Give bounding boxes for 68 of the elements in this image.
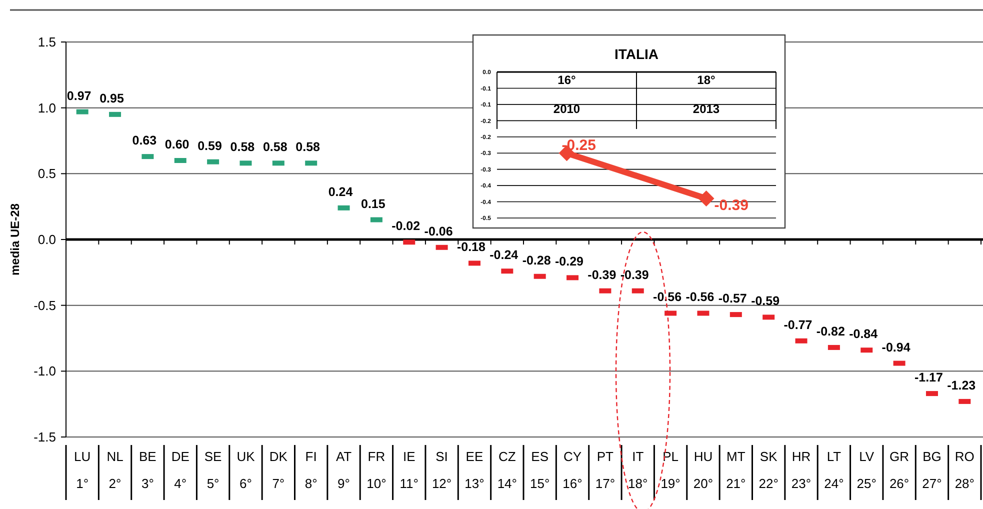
y-tick-label: 0.5 (38, 166, 56, 182)
x-tick-label: ES 15° (530, 449, 550, 491)
data-label: -0.56 (686, 290, 714, 304)
data-label: -0.39 (620, 268, 649, 282)
x-tick-label: HR 23° (791, 449, 812, 491)
data-label: -0.24 (490, 248, 518, 262)
data-label: 0.58 (296, 140, 320, 154)
data-label: -0.94 (882, 340, 910, 354)
category-label: 18° 2013 (692, 73, 720, 116)
data-label: 0.15 (361, 196, 386, 211)
data-label: -0.39 (588, 268, 616, 282)
data-label: -1.23 (947, 378, 976, 392)
y-tick-label: -0.5 (34, 298, 56, 313)
x-tick-label: AT 9° (336, 449, 352, 491)
data-label: -1.17 (914, 370, 944, 385)
x-tick-label: FI 8° (304, 449, 318, 491)
x-tick-label: BG 27° (922, 449, 942, 491)
data-label: -0.56 (653, 290, 682, 304)
y-tick-label: -1.5 (34, 430, 56, 445)
data-label: -0.18 (456, 240, 486, 254)
x-tick-label: DE 4° (171, 449, 190, 491)
category-label: 16° 2010 (553, 73, 580, 116)
y-tick-label: 1.0 (38, 100, 56, 116)
x-tick-label: UK 6° (236, 449, 256, 491)
y-tick-label: -1.0 (34, 364, 56, 379)
x-tick-label: LV 25° (856, 449, 876, 491)
x-tick-label: LU 1° (74, 449, 91, 491)
x-tick-label: CY 16° (562, 449, 582, 491)
chart-title: ITALIA (614, 46, 659, 62)
y-tick-label: 0.0 (38, 232, 56, 248)
data-label: -0.06 (424, 224, 453, 238)
data-label: 0.63 (132, 134, 157, 148)
y-axis-title: media UE-28 (8, 203, 22, 276)
data-label: 0.58 (230, 140, 255, 154)
data-label: 0.58 (262, 140, 288, 154)
data-label: 0.24 (328, 184, 353, 199)
data-label: 0.59 (198, 138, 222, 153)
data-label: -0.82 (816, 324, 845, 338)
x-tick-label: BE 3° (139, 449, 157, 491)
data-label: -0.57 (718, 292, 747, 306)
x-tick-label: DK 7° (269, 449, 288, 491)
data-label: -0.84 (849, 327, 878, 342)
data-label: -0.39 (714, 196, 748, 214)
x-tick-label: SI 12° (432, 449, 452, 491)
x-tick-label: RO 28° (954, 449, 974, 491)
x-tick-label: MT 21° (726, 449, 746, 491)
x-tick-label: FR 10° (366, 449, 386, 491)
y-tick-label: 1.5 (38, 34, 56, 50)
x-tick-label: CZ 14° (497, 449, 517, 491)
x-tick-label: EE 13° (464, 449, 484, 491)
x-tick-label: PT 17° (595, 449, 616, 491)
x-tick-label: HU 20° (693, 449, 714, 491)
data-label: -0.02 (392, 219, 420, 234)
x-tick-label: NL 2° (106, 449, 124, 491)
data-label: -0.59 (751, 294, 780, 308)
x-tick-label: SE 5° (204, 449, 222, 491)
data-label: 0.97 (66, 88, 92, 103)
x-tick-label: GR 26° (889, 449, 910, 491)
data-label: 0.60 (164, 138, 190, 152)
data-label: -0.25 (562, 137, 596, 154)
x-tick-label: IT 18° (628, 449, 648, 491)
x-tick-label: SK 22° (758, 449, 778, 491)
data-label: -0.28 (522, 253, 551, 268)
data-label: -0.77 (784, 318, 812, 332)
data-label: -0.29 (555, 254, 584, 269)
x-tick-label: IE 11° (400, 449, 418, 491)
data-label: 0.95 (100, 91, 124, 106)
x-tick-label: LT 24° (824, 449, 844, 491)
